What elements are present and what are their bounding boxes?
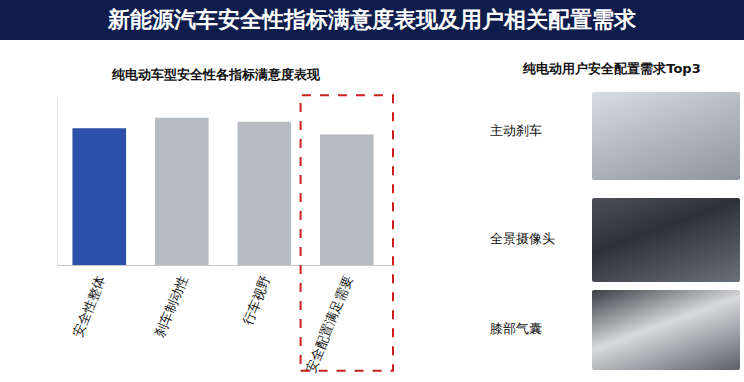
- svg-text:安全性整体: 安全性整体: [70, 273, 108, 339]
- svg-text:安全配置满足需要: 安全配置满足需要: [303, 273, 356, 375]
- html-text:主动刹车: 主动刹车: [490, 123, 542, 138]
- html-text:膝部气囊: 膝部气囊: [490, 321, 542, 336]
- svg-text:刹车制动性: 刹车制动性: [152, 273, 190, 339]
- svg-text:纯电动车型安全性各指标满意度表现: 纯电动车型安全性各指标满意度表现: [111, 67, 321, 82]
- html-text:纯电动用户安全配置需求Top3: 纯电动用户安全配置需求Top3: [523, 61, 701, 76]
- svg-text:行车视野: 行车视野: [240, 273, 273, 327]
- html-text:全景摄像头: 全景摄像头: [490, 231, 555, 246]
- html-text:新能源汽车安全性指标满意度表现及用户相关配置需求: 新能源汽车安全性指标满意度表现及用户相关配置需求: [108, 7, 636, 32]
